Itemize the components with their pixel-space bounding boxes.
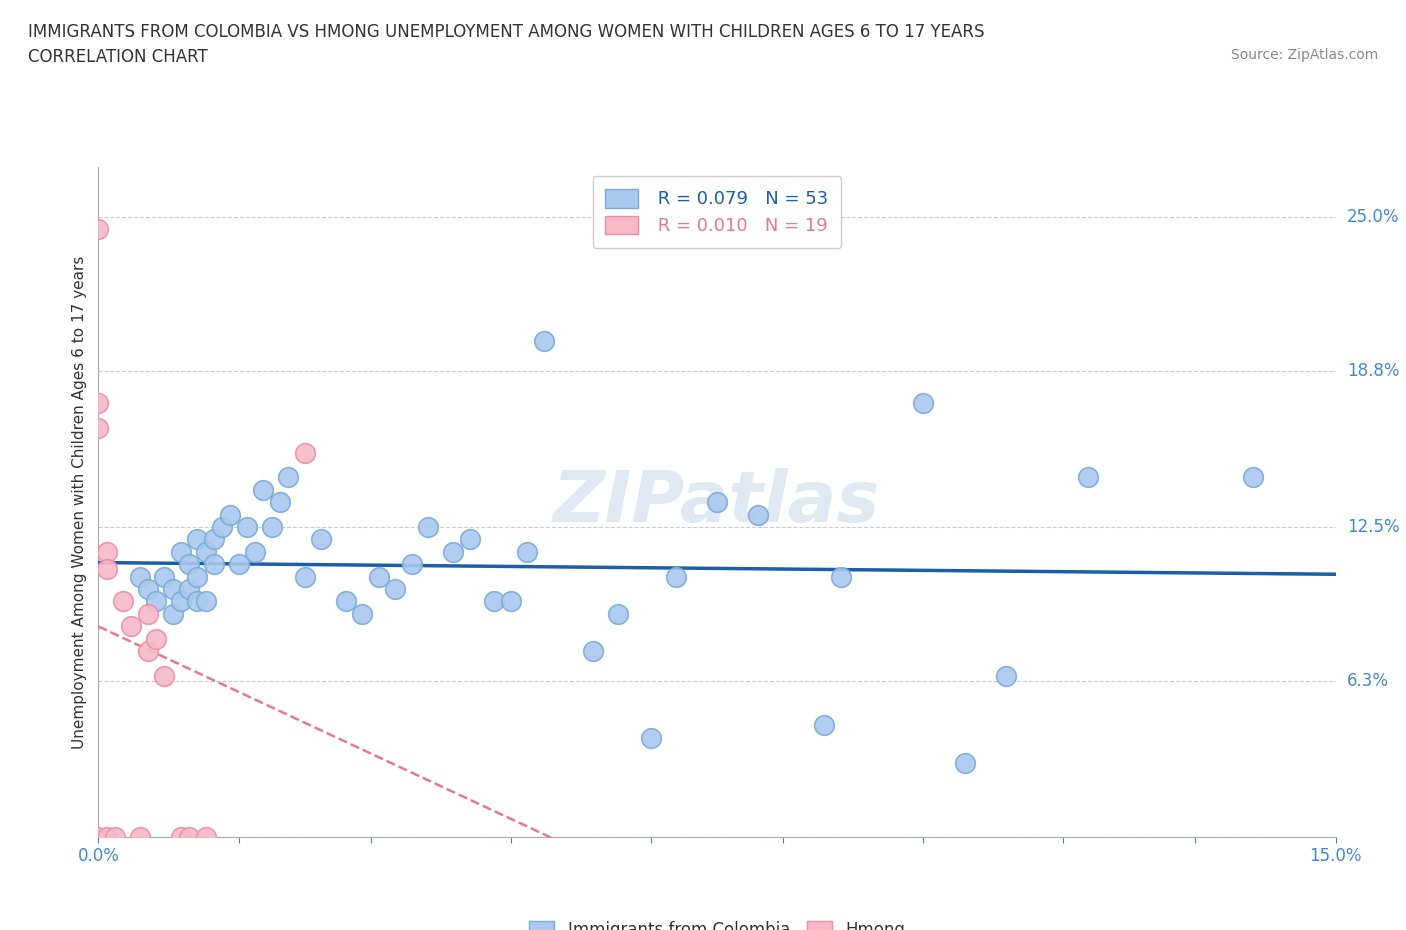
Point xyxy=(136,581,159,596)
Point xyxy=(269,495,291,510)
Point xyxy=(352,606,374,621)
Point xyxy=(153,569,176,584)
Point xyxy=(309,532,332,547)
Point xyxy=(136,644,159,658)
Point xyxy=(607,606,630,621)
Point xyxy=(533,334,555,349)
Point xyxy=(211,520,233,535)
Point xyxy=(994,669,1017,684)
Point xyxy=(170,594,193,609)
Point xyxy=(202,557,225,572)
Point xyxy=(418,520,440,535)
Text: 25.0%: 25.0% xyxy=(1347,208,1399,226)
Point xyxy=(252,483,274,498)
Point xyxy=(194,544,217,559)
Point xyxy=(747,507,769,522)
Point xyxy=(260,520,283,535)
Point xyxy=(401,557,423,572)
Point xyxy=(458,532,481,547)
Point xyxy=(96,562,118,577)
Point xyxy=(236,520,259,535)
Point xyxy=(96,830,118,844)
Point xyxy=(87,395,110,410)
Point xyxy=(665,569,688,584)
Point xyxy=(640,730,662,745)
Point xyxy=(112,594,135,609)
Legend: Immigrants from Colombia, Hmong: Immigrants from Colombia, Hmong xyxy=(522,912,912,930)
Point xyxy=(294,569,316,584)
Text: 18.8%: 18.8% xyxy=(1347,362,1399,379)
Text: Source: ZipAtlas.com: Source: ZipAtlas.com xyxy=(1230,48,1378,62)
Text: CORRELATION CHART: CORRELATION CHART xyxy=(28,48,208,66)
Point xyxy=(582,644,605,658)
Text: 12.5%: 12.5% xyxy=(1347,518,1399,536)
Point xyxy=(706,495,728,510)
Point xyxy=(128,569,150,584)
Y-axis label: Unemployment Among Women with Children Ages 6 to 17 years: Unemployment Among Women with Children A… xyxy=(72,256,87,749)
Point xyxy=(294,445,316,460)
Point xyxy=(87,222,110,237)
Text: ZIPatlas: ZIPatlas xyxy=(554,468,880,537)
Point xyxy=(179,557,201,572)
Point xyxy=(87,830,110,844)
Point xyxy=(87,420,110,435)
Point xyxy=(120,618,142,633)
Point xyxy=(1241,470,1264,485)
Point xyxy=(219,507,242,522)
Point xyxy=(516,544,538,559)
Point xyxy=(484,594,506,609)
Point xyxy=(1077,470,1099,485)
Point xyxy=(277,470,299,485)
Point xyxy=(145,631,167,646)
Point xyxy=(202,532,225,547)
Text: 6.3%: 6.3% xyxy=(1347,671,1389,690)
Point xyxy=(194,830,217,844)
Point xyxy=(228,557,250,572)
Point xyxy=(243,544,266,559)
Point xyxy=(153,669,176,684)
Point xyxy=(186,532,208,547)
Point xyxy=(104,830,127,844)
Point xyxy=(194,594,217,609)
Point xyxy=(162,606,184,621)
Point xyxy=(367,569,389,584)
Point xyxy=(441,544,464,559)
Point xyxy=(170,544,193,559)
Text: IMMIGRANTS FROM COLOMBIA VS HMONG UNEMPLOYMENT AMONG WOMEN WITH CHILDREN AGES 6 : IMMIGRANTS FROM COLOMBIA VS HMONG UNEMPL… xyxy=(28,23,984,41)
Point xyxy=(912,395,935,410)
Point xyxy=(186,569,208,584)
Point xyxy=(830,569,852,584)
Point xyxy=(136,606,159,621)
Point xyxy=(384,581,406,596)
Point xyxy=(953,755,976,770)
Point xyxy=(96,544,118,559)
Point xyxy=(335,594,357,609)
Point xyxy=(128,830,150,844)
Point xyxy=(162,581,184,596)
Point xyxy=(186,594,208,609)
Point xyxy=(145,594,167,609)
Point xyxy=(179,581,201,596)
Point xyxy=(813,718,835,733)
Point xyxy=(170,830,193,844)
Point xyxy=(499,594,522,609)
Point xyxy=(179,830,201,844)
